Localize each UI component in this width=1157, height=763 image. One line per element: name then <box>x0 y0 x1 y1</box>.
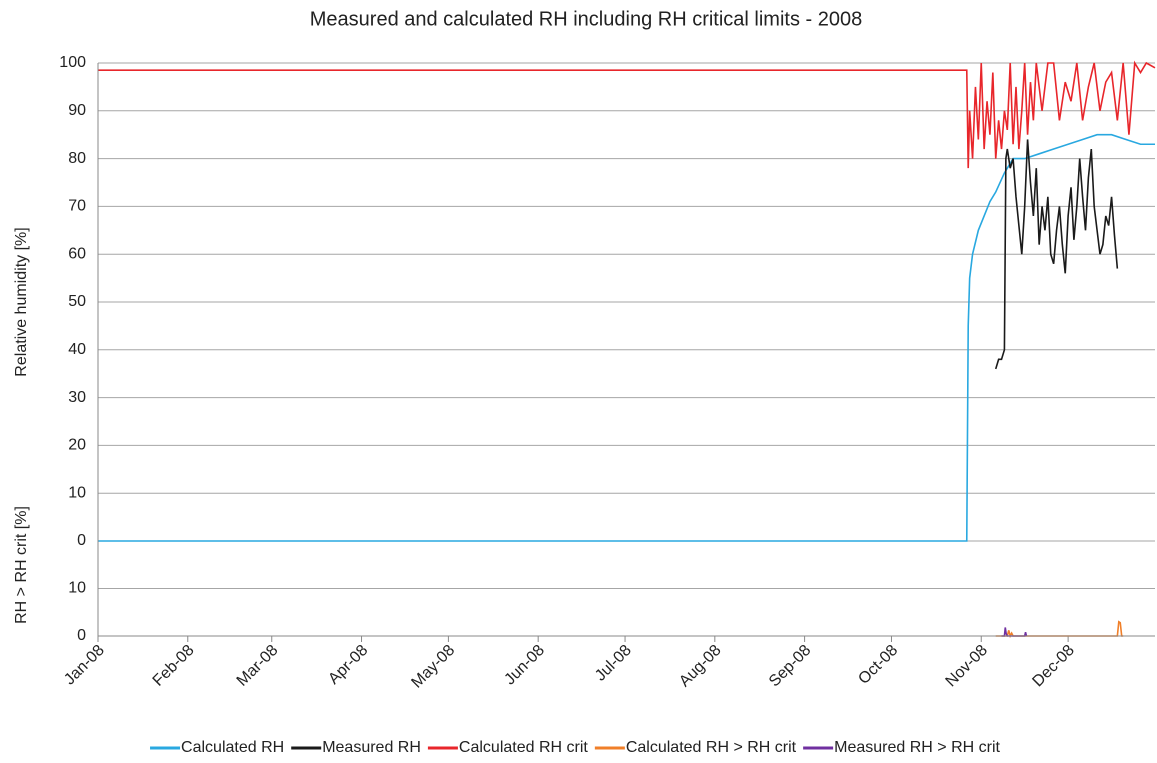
y-axis-label: RH > RH crit [%] <box>13 506 30 624</box>
legend-label: Calculated RH <box>181 739 284 756</box>
x-tick-label: Jan-08 <box>61 642 108 689</box>
chart-title: Measured and calculated RH including RH … <box>310 8 862 30</box>
x-tick-label: Jun-08 <box>501 642 548 689</box>
x-tick-label: Jul-08 <box>592 642 635 685</box>
series-line <box>98 60 1156 169</box>
y-tick-label: 100 <box>59 54 86 71</box>
x-tick-label: Apr-08 <box>325 642 371 688</box>
y-tick-label: 60 <box>68 245 86 262</box>
x-tick-label: Aug-08 <box>676 642 725 691</box>
legend-label: Calculated RH crit <box>459 739 588 756</box>
y-axis-label: Relative humidity [%] <box>13 227 30 376</box>
y-tick-label: 70 <box>68 198 86 215</box>
y-tick-label: 40 <box>68 341 86 358</box>
x-tick-label: Mar-08 <box>234 642 282 690</box>
x-tick-label: May-08 <box>408 642 458 692</box>
x-tick-label: Feb-08 <box>150 642 198 690</box>
series-line <box>1001 627 1028 637</box>
series-line <box>995 620 1124 639</box>
x-tick-label: Dec-08 <box>1029 642 1078 691</box>
y-tick-label: 80 <box>68 150 86 167</box>
x-tick-label: Nov-08 <box>943 642 992 691</box>
x-tick-label: Sep-08 <box>766 642 815 691</box>
y-tick-label: 10 <box>68 580 86 597</box>
legend-label: Calculated RH > RH crit <box>626 739 797 756</box>
y-tick-label: 20 <box>68 437 86 454</box>
y-tick-label: 0 <box>77 627 86 644</box>
series-line <box>98 133 1155 542</box>
y-tick-label: 90 <box>68 102 86 119</box>
series-line <box>994 139 1119 370</box>
legend-label: Measured RH <box>322 739 421 756</box>
y-tick-label: 10 <box>68 484 86 501</box>
y-tick-label: 0 <box>77 532 86 549</box>
y-tick-label: 30 <box>68 389 86 406</box>
x-tick-label: Oct-08 <box>855 642 901 688</box>
legend-label: Measured RH > RH crit <box>834 739 1000 756</box>
y-tick-label: 50 <box>68 293 86 310</box>
